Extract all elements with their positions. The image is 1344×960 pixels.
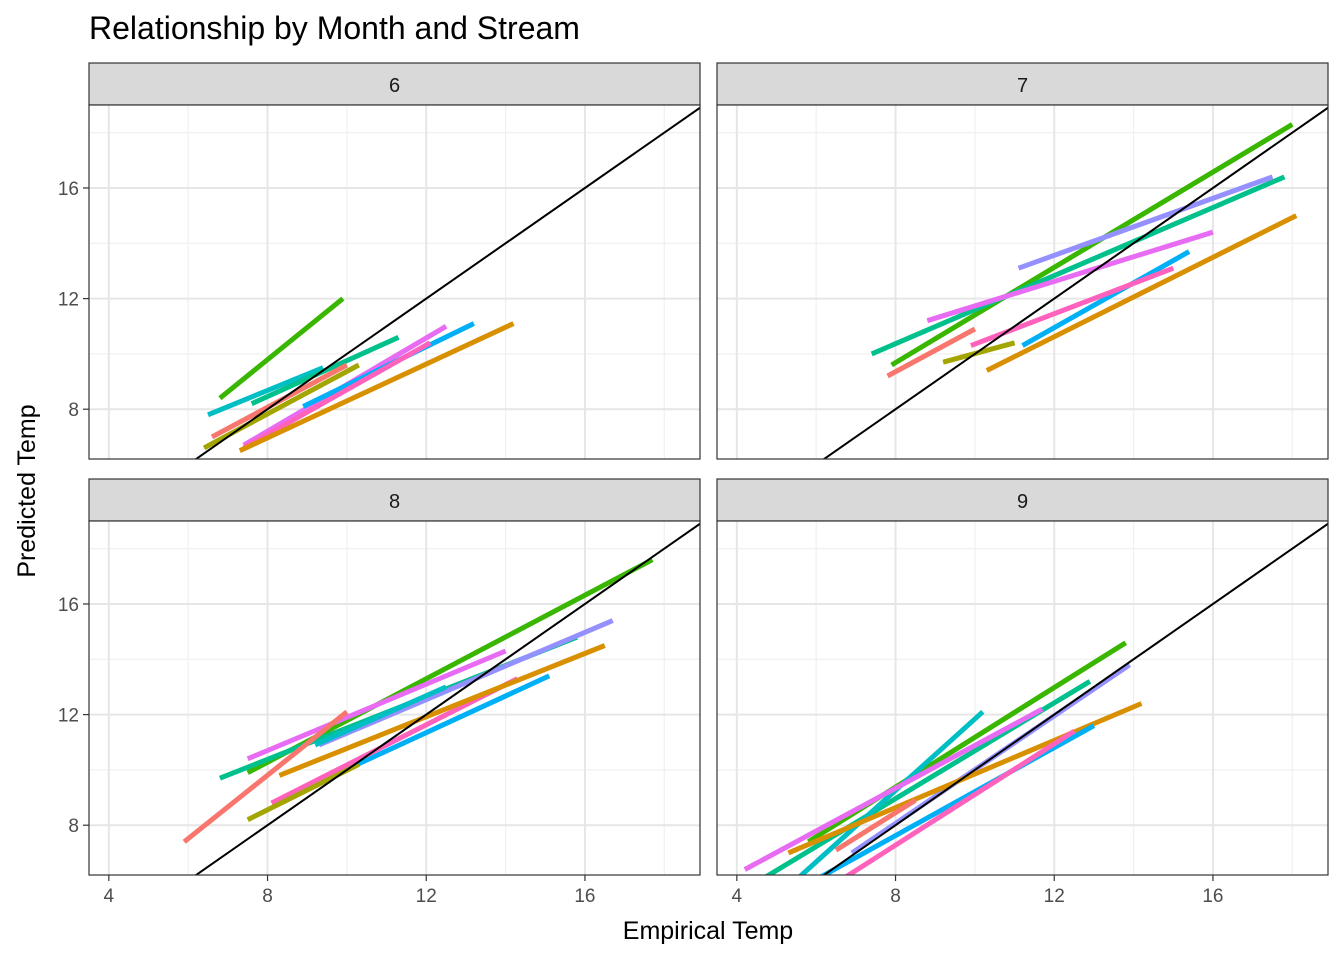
y-axis-title: Predicted Temp [13,404,41,577]
x-tick-label: 8 [890,886,901,907]
panel-border [716,104,1329,460]
panel-background [717,521,1328,875]
x-axis-title: Empirical Temp [623,917,793,945]
facet-strip-label: 6 [389,75,400,97]
y-tick-label: 12 [58,290,79,311]
series-group [743,522,1328,875]
facet-strip [88,62,701,106]
series-line [242,340,432,451]
panel-border [88,104,701,460]
x-tick-label: 12 [416,886,437,907]
series-line [246,648,507,762]
facet-panel-7: 7 [716,62,1329,460]
series-line [207,365,325,418]
series-line [182,709,349,844]
x-tick-label: 4 [732,886,743,907]
facet-strip-label: 8 [389,491,400,513]
series-line [870,174,1286,357]
series-line [318,618,614,748]
chart-title: Relationship by Month and Stream [89,10,580,46]
series-line [250,335,400,406]
reference-line [822,522,1328,875]
facet-panel-8: 8 8 12 16 4 8 12 16 [58,478,701,907]
series-line [844,729,1076,875]
x-tick-label: 12 [1044,886,1065,907]
reference-line [822,106,1328,459]
series-line [218,296,345,401]
y-tick-label: 8 [68,816,79,837]
x-tick-label: 8 [262,886,273,907]
series-line [314,684,448,748]
reference-line [194,106,700,459]
x-tick-label: 16 [1202,886,1223,907]
facet-strip-label: 9 [1017,491,1028,513]
series-line [787,701,1143,856]
series-line [797,709,985,875]
panel-border [716,520,1329,876]
series-line [202,362,360,451]
series-line [743,706,1044,872]
y-tick-label: 16 [58,179,79,200]
series-line [926,229,1214,324]
facet-panel-9: 9 4 8 12 16 [716,478,1329,907]
facet-panels: 6 8 12 16 7 8 8 12 16 4 8 12 16 9 4 8 12 16 [58,62,1329,907]
facet-strip-label: 7 [1017,75,1028,97]
series-line [890,122,1294,368]
series-line [834,798,917,853]
series-group [182,522,700,875]
facet-strip [88,478,701,522]
facet-strip [716,478,1329,522]
panel-background [89,105,700,459]
y-tick-label: 16 [58,595,79,616]
series-line [238,321,515,453]
series-line [1017,174,1274,271]
y-tick-label: 8 [68,400,79,421]
series-line [1021,249,1191,348]
x-tick-label: 4 [104,886,115,907]
x-tick-label: 16 [574,886,595,907]
series-group [194,106,700,459]
panel-border [88,520,701,876]
series-line [942,340,1016,365]
facet-strip [716,62,1329,106]
y-tick-label: 12 [58,706,79,727]
series-line [278,643,606,778]
series-group [822,106,1328,459]
series-line [886,326,977,379]
reference-line [194,522,700,875]
facet-panel-6: 6 8 12 16 [58,62,701,460]
series-line [985,213,1298,373]
